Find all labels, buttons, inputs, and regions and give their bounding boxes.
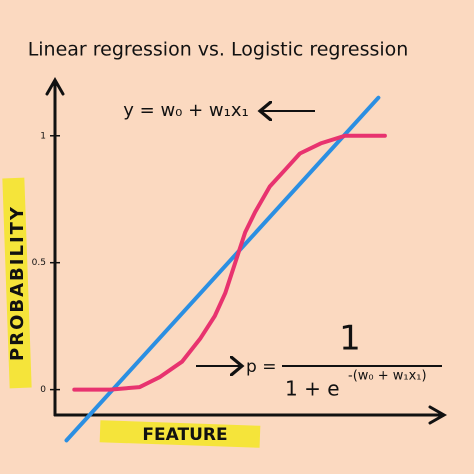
- formula-denominator: 1 + e: [285, 377, 340, 401]
- y-tick-label: 0: [40, 385, 46, 395]
- formula-lhs: p =: [246, 357, 276, 377]
- chart-title: Linear regression vs. Logistic regressio…: [28, 39, 409, 61]
- series-line: [64, 95, 381, 443]
- formula-numerator: 1: [339, 319, 361, 359]
- x-axis: [53, 405, 448, 425]
- x-axis-label: FEATURE: [142, 425, 227, 445]
- formula-exponent: -(w₀ + w₁x₁): [348, 369, 427, 384]
- y-tick-label: 1: [40, 131, 46, 141]
- series-line: [72, 133, 387, 392]
- y-label-highlight: [2, 177, 32, 389]
- y-axis-label: PROBABILITY: [7, 205, 28, 361]
- linear-formula: y = w₀ + w₁x₁: [123, 100, 248, 121]
- y-tick-label: 0.5: [32, 258, 46, 268]
- x-label-highlight: [99, 420, 261, 448]
- y-axis: [45, 76, 65, 417]
